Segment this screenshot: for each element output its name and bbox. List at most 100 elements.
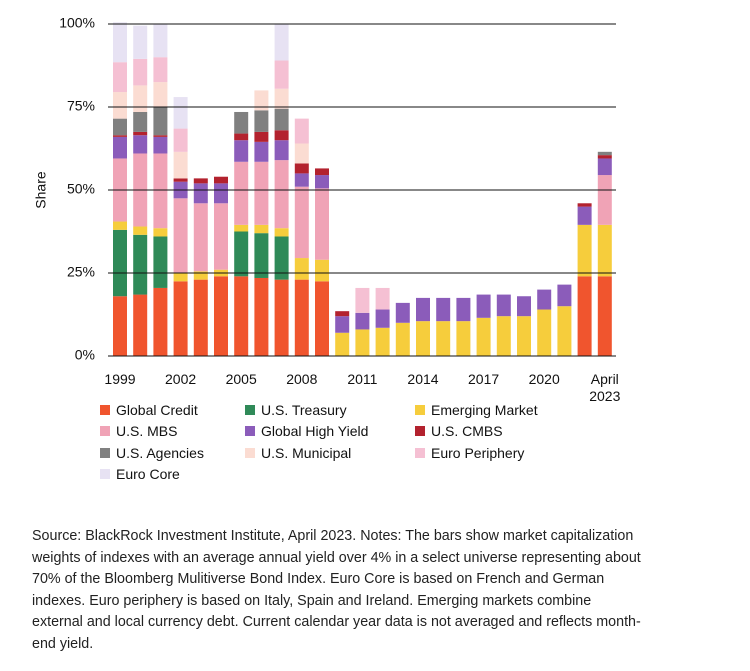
x-tick-label: 2011 xyxy=(347,371,378,387)
bar-segment xyxy=(294,143,309,164)
legend-swatch xyxy=(100,468,110,479)
bar-segment xyxy=(254,141,269,162)
bar-segment xyxy=(193,183,208,204)
bar-segment xyxy=(355,312,370,330)
legend-item: Global High Yield xyxy=(245,423,368,439)
bar-segment xyxy=(133,131,148,136)
bar-segment xyxy=(355,287,370,313)
bar-segment xyxy=(597,175,612,225)
bar-segment xyxy=(315,259,329,282)
bar-segment xyxy=(234,231,249,277)
bar-segment xyxy=(254,224,269,234)
bar-segment xyxy=(577,224,592,277)
bar-segment xyxy=(274,228,289,237)
bar-segment xyxy=(537,309,552,356)
bar-segment xyxy=(274,236,289,280)
bar-segment xyxy=(597,155,612,159)
legend-label: U.S. Treasury xyxy=(261,402,347,418)
bar-segment xyxy=(113,136,127,159)
bar-segment xyxy=(416,297,430,322)
bar-segment xyxy=(133,58,148,86)
bar-segment xyxy=(193,203,208,272)
legend-swatch xyxy=(245,447,255,458)
x-tick-label: 2002 xyxy=(165,371,197,387)
bar-segment xyxy=(234,224,249,232)
chart: Share 0% 25% 50% 75% 100% xyxy=(33,15,616,363)
bar-segment xyxy=(133,111,148,132)
y-tick-label: 0% xyxy=(75,347,95,363)
bar-segment xyxy=(133,226,148,235)
legend-label: U.S. MBS xyxy=(116,423,178,440)
bar-segment xyxy=(113,118,127,136)
bar-segment xyxy=(133,85,148,112)
bar-segment xyxy=(254,131,269,142)
bar-segment xyxy=(113,92,127,119)
legend-label: Euro Periphery xyxy=(431,444,525,461)
note-line: Source: BlackRock Investment Institute, … xyxy=(32,528,634,544)
bar-segment xyxy=(133,294,148,356)
bar-segment xyxy=(537,289,552,310)
bar-segment xyxy=(113,221,127,230)
bar-segment xyxy=(274,279,289,356)
legend-label: U.S. Agencies xyxy=(116,444,204,461)
bar-segment xyxy=(234,140,249,162)
y-tick-label: 75% xyxy=(67,98,95,114)
note-line: end yield. xyxy=(32,635,94,652)
bar-segment xyxy=(234,111,249,134)
bar-segment xyxy=(557,306,572,356)
y-tick-label: 50% xyxy=(67,181,95,197)
bar-segment xyxy=(254,90,269,111)
legend-label: Global High Yield xyxy=(261,423,369,440)
legend-item: U.S. CMBS xyxy=(415,423,503,439)
legend-label: Euro Core xyxy=(116,465,180,482)
bar-segment xyxy=(113,62,127,93)
bar-segment xyxy=(517,296,531,317)
bar-segment xyxy=(315,175,329,189)
bar-segment xyxy=(577,276,592,356)
bar-segment xyxy=(113,296,127,356)
bar-segment xyxy=(153,153,168,229)
note-line: 70% of the Bloomberg Mulitiverse Bond In… xyxy=(32,571,605,587)
bar-segment xyxy=(315,168,329,176)
bar-segment xyxy=(133,135,148,154)
bar-segment xyxy=(395,302,410,323)
legend-item: Global Credit xyxy=(100,402,198,418)
bar-segment xyxy=(375,309,390,328)
bar-segment xyxy=(274,24,289,61)
bar-segment xyxy=(335,311,350,317)
bar-segment xyxy=(153,24,168,58)
bar-segment xyxy=(476,317,491,356)
legend-item: Euro Periphery xyxy=(415,445,524,461)
bar-segment xyxy=(274,60,289,89)
legend-swatch xyxy=(100,447,110,458)
bar-segment xyxy=(496,316,511,356)
bar-segment xyxy=(294,118,309,144)
bar-segment xyxy=(496,294,511,317)
legend-swatch xyxy=(415,405,425,415)
bar-segment xyxy=(153,107,168,136)
bar-segment xyxy=(153,82,168,107)
x-tick-label: April 2023 xyxy=(589,371,621,404)
note-line: weights of indexes with an average annua… xyxy=(32,549,641,566)
bar-segment xyxy=(214,183,228,204)
x-tick-label: 2014 xyxy=(407,371,439,387)
bar-segment xyxy=(133,25,148,59)
bar-segment xyxy=(577,206,592,225)
bar-segment xyxy=(113,22,127,63)
legend-swatch xyxy=(100,405,110,415)
bar-segment xyxy=(335,332,350,356)
legend-swatch xyxy=(100,426,110,437)
x-tick-label: 1999 xyxy=(104,371,136,387)
bar-segment xyxy=(153,136,168,154)
bar-segment xyxy=(355,329,370,356)
legend-item: U.S. Treasury xyxy=(245,402,347,418)
legend-item: Euro Core xyxy=(100,466,180,482)
bar-segment xyxy=(294,173,309,187)
bar-segment xyxy=(597,158,612,176)
notes: Source: BlackRock Investment Institute, … xyxy=(32,526,641,655)
bar-segment xyxy=(254,161,269,225)
bar-segment xyxy=(274,88,289,109)
bar-segment xyxy=(193,279,208,356)
legend-swatch xyxy=(245,405,255,415)
note-line: indexes. Euro periphery is based on Ital… xyxy=(32,592,592,609)
